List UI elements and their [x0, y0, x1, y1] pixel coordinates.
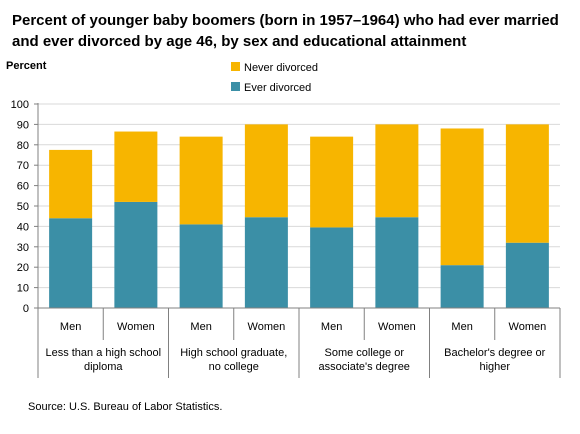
x-tick-label: Women — [248, 321, 286, 333]
bar-ever-divorced — [505, 242, 549, 308]
y-tick-label: 30 — [17, 242, 29, 254]
x-group-label: Some college or — [325, 347, 405, 359]
bar-never-divorced — [244, 124, 288, 218]
bar-never-divorced — [505, 124, 549, 243]
y-tick-label: 100 — [11, 99, 29, 111]
legend-swatch — [231, 62, 240, 71]
x-tick-label: Men — [321, 321, 342, 333]
y-axis-label: Percent — [6, 60, 47, 72]
legend-label: Ever divorced — [244, 82, 311, 94]
y-tick-label: 20 — [17, 262, 29, 274]
x-tick-label: Women — [509, 321, 547, 333]
source-note: Source: U.S. Bureau of Labor Statistics. — [28, 401, 223, 413]
chart-title: Percent of younger baby boomers (born in… — [12, 12, 559, 50]
legend-swatch — [231, 82, 240, 91]
bar-ever-divorced — [114, 201, 158, 308]
y-tick-label: 10 — [17, 283, 29, 295]
legend-label: Never divorced — [244, 62, 318, 74]
y-tick-label: 90 — [17, 119, 29, 131]
y-tick-label: 70 — [17, 160, 29, 172]
x-tick-label: Women — [378, 321, 416, 333]
bar-never-divorced — [375, 124, 419, 218]
x-group-label: no college — [209, 361, 259, 373]
bar-never-divorced — [49, 149, 93, 219]
x-group-label: diploma — [84, 361, 123, 373]
bar-ever-divorced — [375, 217, 419, 308]
x-tick-label: Men — [60, 321, 81, 333]
y-tick-label: 80 — [17, 140, 29, 152]
bar-ever-divorced — [49, 218, 93, 308]
x-group-label: Less than a high school — [45, 347, 161, 359]
x-group-label: higher — [479, 361, 510, 373]
bar-ever-divorced — [179, 224, 223, 308]
x-tick-label: Men — [451, 321, 472, 333]
y-tick-label: 0 — [23, 303, 29, 315]
x-group-label: High school graduate, — [180, 347, 287, 359]
bar-never-divorced — [179, 136, 223, 225]
x-group-label: associate's degree — [319, 361, 410, 373]
bar-never-divorced — [310, 136, 354, 228]
bar-ever-divorced — [244, 217, 288, 308]
bar-never-divorced — [440, 128, 484, 266]
x-tick-label: Men — [190, 321, 211, 333]
bar-never-divorced — [114, 131, 158, 202]
bar-ever-divorced — [440, 265, 484, 308]
y-tick-label: 50 — [17, 201, 29, 213]
bar-ever-divorced — [310, 227, 354, 308]
y-tick-label: 40 — [17, 221, 29, 233]
x-tick-label: Women — [117, 321, 155, 333]
x-group-label: Bachelor's degree or — [444, 347, 545, 359]
y-tick-label: 60 — [17, 181, 29, 193]
